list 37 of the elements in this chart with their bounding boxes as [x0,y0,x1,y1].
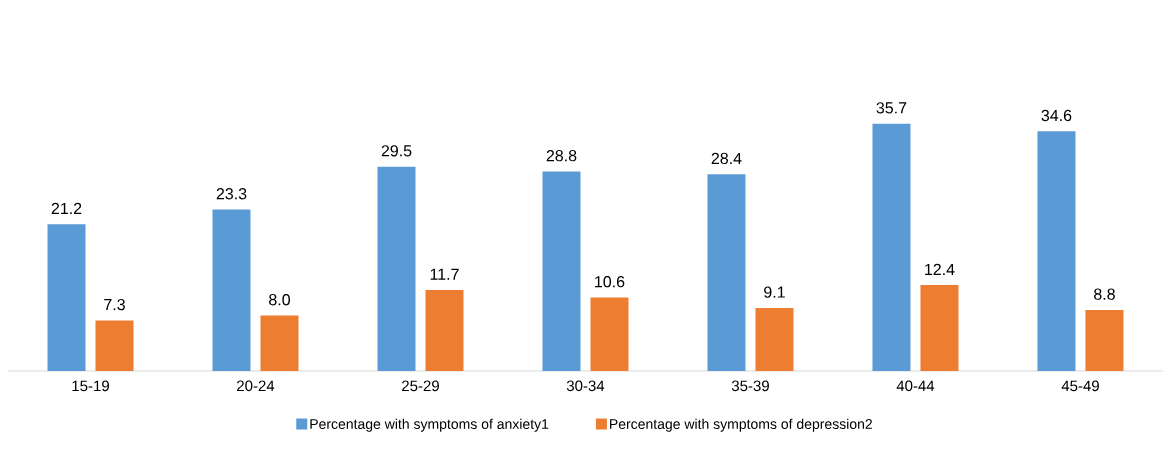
x-tick-label: 35-39 [731,380,769,392]
legend-label: Percentage with symptoms of depression2 [610,418,872,432]
x-tick-label: 45-49 [1061,380,1099,392]
x-tick-label: 40-44 [896,380,935,392]
data-label: 23.3 [216,188,247,200]
bar [47,224,86,371]
x-tick-label: 25-29 [402,380,439,392]
data-label: 10.6 [595,276,625,288]
bar [260,315,299,371]
legend-label: Percentage with symptoms of anxiety1 [310,418,549,432]
bar [1037,131,1076,371]
data-label: 9.1 [764,286,785,298]
bar [377,166,416,371]
data-label: 8.8 [1094,288,1115,300]
bar [542,171,581,371]
bar [707,174,746,371]
bar [95,320,134,371]
bar [425,289,464,371]
data-label: 7.3 [104,298,125,311]
bar [755,307,794,371]
data-label: 35.7 [876,102,907,114]
bar [590,297,629,371]
data-label: 34.6 [1041,109,1072,122]
bar [1085,310,1124,371]
data-label: 28.4 [711,152,742,165]
data-label: 21.2 [51,202,82,214]
data-label: 11.7 [430,268,459,280]
bar [872,123,911,371]
data-label: 12.4 [925,263,955,275]
x-tick-label: 15-19 [72,380,109,392]
data-label: 29.5 [381,145,412,157]
bar [920,285,959,371]
data-label: 8.0 [269,294,290,306]
data-label: 28.8 [546,149,577,162]
bar [212,209,251,371]
x-tick-label: 30-34 [566,380,605,392]
x-tick-label: 20-24 [237,380,275,392]
